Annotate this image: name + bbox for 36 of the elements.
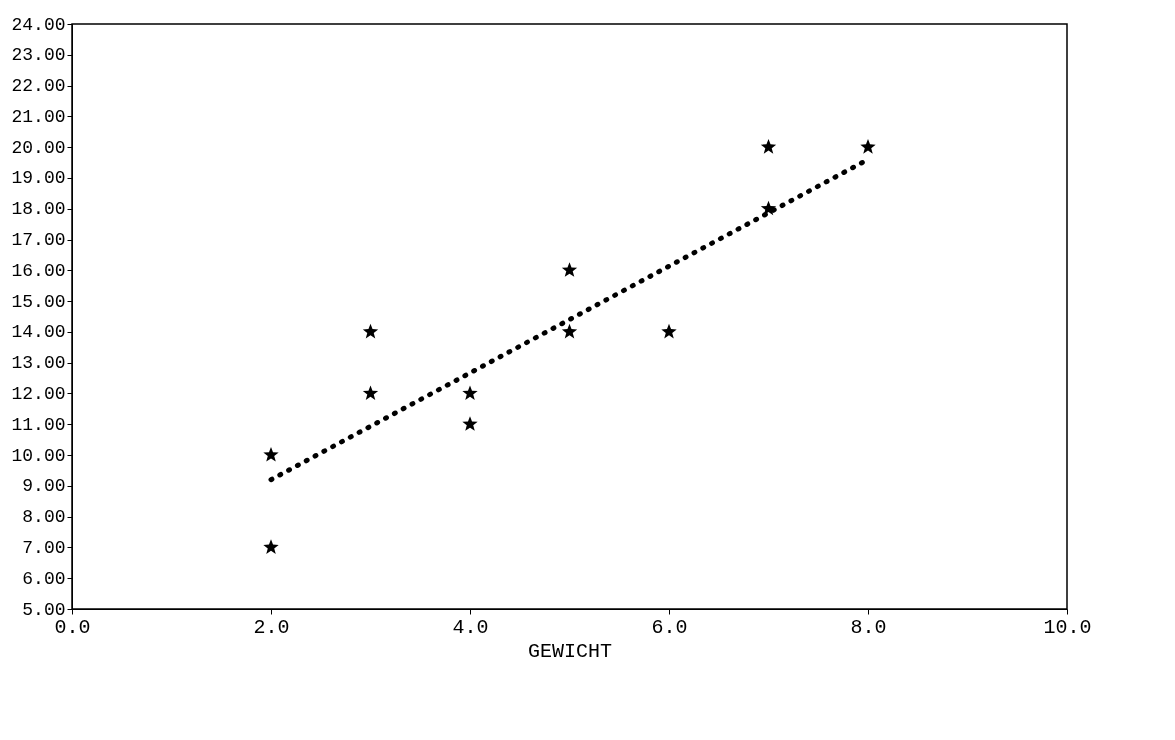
y-tick-label: 24.00 bbox=[11, 14, 66, 35]
y-tick-label: 8.00 bbox=[22, 507, 66, 528]
y-tick-label: 20.00 bbox=[11, 137, 66, 158]
point bbox=[661, 323, 677, 339]
x-axis-title: GEWICHT bbox=[527, 639, 613, 663]
y-tick-label: 13.00 bbox=[11, 353, 66, 374]
y-tick-label: 10.00 bbox=[11, 445, 66, 466]
x-tick-label: 10.0 bbox=[1043, 615, 1092, 639]
point bbox=[462, 416, 478, 431]
y-tick-label: 16.00 bbox=[11, 260, 66, 281]
y-tick-label: 7.00 bbox=[22, 537, 66, 558]
y-tick-label: 19.00 bbox=[11, 168, 66, 189]
y-tick-label: 22.00 bbox=[11, 76, 66, 97]
point bbox=[263, 446, 279, 462]
y-tick-label: 17.00 bbox=[11, 230, 66, 251]
y-tick-label: 21.00 bbox=[11, 106, 66, 127]
y-tick-label: 15.00 bbox=[11, 291, 66, 312]
point bbox=[760, 139, 777, 154]
point bbox=[462, 385, 478, 400]
x-tick-label: 6.0 bbox=[651, 615, 688, 639]
point bbox=[561, 262, 578, 277]
y-tick-label: 18.00 bbox=[11, 199, 66, 220]
y-tick-label: 11.00 bbox=[11, 414, 66, 435]
x-tick-label: 8.0 bbox=[850, 615, 887, 639]
point bbox=[362, 385, 379, 400]
x-tick-label: 4.0 bbox=[452, 615, 489, 639]
y-tick-label: 6.00 bbox=[22, 568, 66, 589]
point bbox=[362, 323, 379, 339]
y-tick-label: 12.00 bbox=[11, 383, 66, 404]
x-tick-label: 2.0 bbox=[253, 615, 290, 639]
y-tick-label: 9.00 bbox=[22, 476, 66, 497]
y-tick-label: 14.00 bbox=[11, 322, 66, 343]
y-tick-label: 23.00 bbox=[11, 45, 66, 66]
point bbox=[860, 139, 876, 154]
point bbox=[561, 323, 578, 339]
point bbox=[263, 539, 279, 554]
